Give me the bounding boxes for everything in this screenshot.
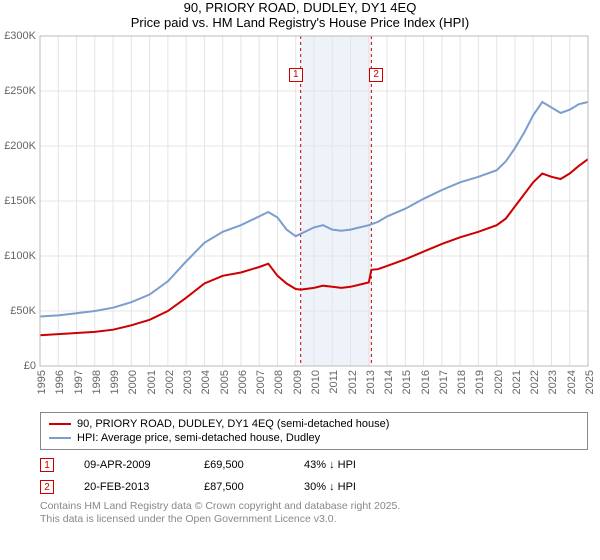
transaction-date: 20-FEB-2013 bbox=[84, 481, 174, 493]
xtick-label: 2004 bbox=[200, 370, 212, 394]
transaction-diff: 30% ↓ HPI bbox=[304, 481, 384, 493]
xtick-label: 2014 bbox=[383, 370, 395, 394]
legend-swatch bbox=[49, 423, 71, 425]
xtick-label: 1998 bbox=[91, 370, 103, 394]
ytick-label: £200K bbox=[4, 140, 36, 152]
xtick-label: 2009 bbox=[292, 370, 304, 394]
xtick-label: 2016 bbox=[420, 370, 432, 394]
xtick-label: 1999 bbox=[109, 370, 121, 394]
title-line2: Price paid vs. HM Land Registry's House … bbox=[0, 15, 600, 30]
xtick-label: 2010 bbox=[310, 370, 322, 394]
legend-swatch bbox=[49, 437, 71, 439]
transaction-row: 2 20-FEB-2013 £87,500 30% ↓ HPI bbox=[40, 476, 588, 498]
xtick-label: 2003 bbox=[182, 370, 194, 394]
xtick-label: 2018 bbox=[456, 370, 468, 394]
legend-label: 90, PRIORY ROAD, DUDLEY, DY1 4EQ (semi-d… bbox=[77, 418, 389, 430]
ytick-label: £0 bbox=[24, 360, 36, 372]
xtick-label: 1997 bbox=[73, 370, 85, 394]
xtick-label: 1995 bbox=[36, 370, 48, 394]
xtick-label: 2021 bbox=[511, 370, 523, 394]
xtick-label: 2011 bbox=[328, 370, 340, 394]
ytick-label: £50K bbox=[10, 305, 36, 317]
xtick-label: 2019 bbox=[474, 370, 486, 394]
ytick-label: £300K bbox=[4, 30, 36, 42]
title-line1: 90, PRIORY ROAD, DUDLEY, DY1 4EQ bbox=[0, 0, 600, 15]
xtick-label: 1996 bbox=[54, 370, 66, 394]
xtick-label: 2020 bbox=[493, 370, 505, 394]
xtick-label: 2015 bbox=[401, 370, 413, 394]
ytick-label: £250K bbox=[4, 85, 36, 97]
transaction-diff: 43% ↓ HPI bbox=[304, 459, 384, 471]
chart-svg bbox=[40, 36, 588, 366]
legend-item: HPI: Average price, semi-detached house,… bbox=[49, 431, 579, 445]
chart-area: £0£50K£100K£150K£200K£250K£300K199519961… bbox=[40, 36, 588, 404]
xtick-label: 2025 bbox=[584, 370, 596, 394]
chart-marker: 2 bbox=[369, 68, 383, 82]
legend-label: HPI: Average price, semi-detached house,… bbox=[77, 432, 320, 444]
chart-marker: 1 bbox=[289, 68, 303, 82]
legend: 90, PRIORY ROAD, DUDLEY, DY1 4EQ (semi-d… bbox=[40, 412, 588, 450]
ytick-label: £150K bbox=[4, 195, 36, 207]
xtick-label: 2023 bbox=[547, 370, 559, 394]
xtick-label: 2022 bbox=[529, 370, 541, 394]
transaction-marker: 2 bbox=[40, 480, 54, 494]
xtick-label: 2007 bbox=[255, 370, 267, 394]
xtick-label: 2024 bbox=[566, 370, 578, 394]
transaction-date: 09-APR-2009 bbox=[84, 459, 174, 471]
xtick-label: 2008 bbox=[273, 370, 285, 394]
xtick-label: 2012 bbox=[347, 370, 359, 394]
transaction-price: £69,500 bbox=[204, 459, 274, 471]
ytick-label: £100K bbox=[4, 250, 36, 262]
transaction-price: £87,500 bbox=[204, 481, 274, 493]
transaction-row: 1 09-APR-2009 £69,500 43% ↓ HPI bbox=[40, 454, 588, 476]
copyright: Contains HM Land Registry data © Crown c… bbox=[40, 500, 588, 526]
xtick-label: 2013 bbox=[365, 370, 377, 394]
xtick-label: 2001 bbox=[146, 370, 158, 394]
xtick-label: 2000 bbox=[127, 370, 139, 394]
xtick-label: 2002 bbox=[164, 370, 176, 394]
xtick-label: 2017 bbox=[438, 370, 450, 394]
transaction-marker: 1 bbox=[40, 458, 54, 472]
transactions-table: 1 09-APR-2009 £69,500 43% ↓ HPI 2 20-FEB… bbox=[40, 454, 588, 498]
copyright-line1: Contains HM Land Registry data © Crown c… bbox=[40, 500, 588, 513]
copyright-line2: This data is licensed under the Open Gov… bbox=[40, 513, 588, 526]
xtick-label: 2006 bbox=[237, 370, 249, 394]
xtick-label: 2005 bbox=[219, 370, 231, 394]
legend-item: 90, PRIORY ROAD, DUDLEY, DY1 4EQ (semi-d… bbox=[49, 417, 579, 431]
